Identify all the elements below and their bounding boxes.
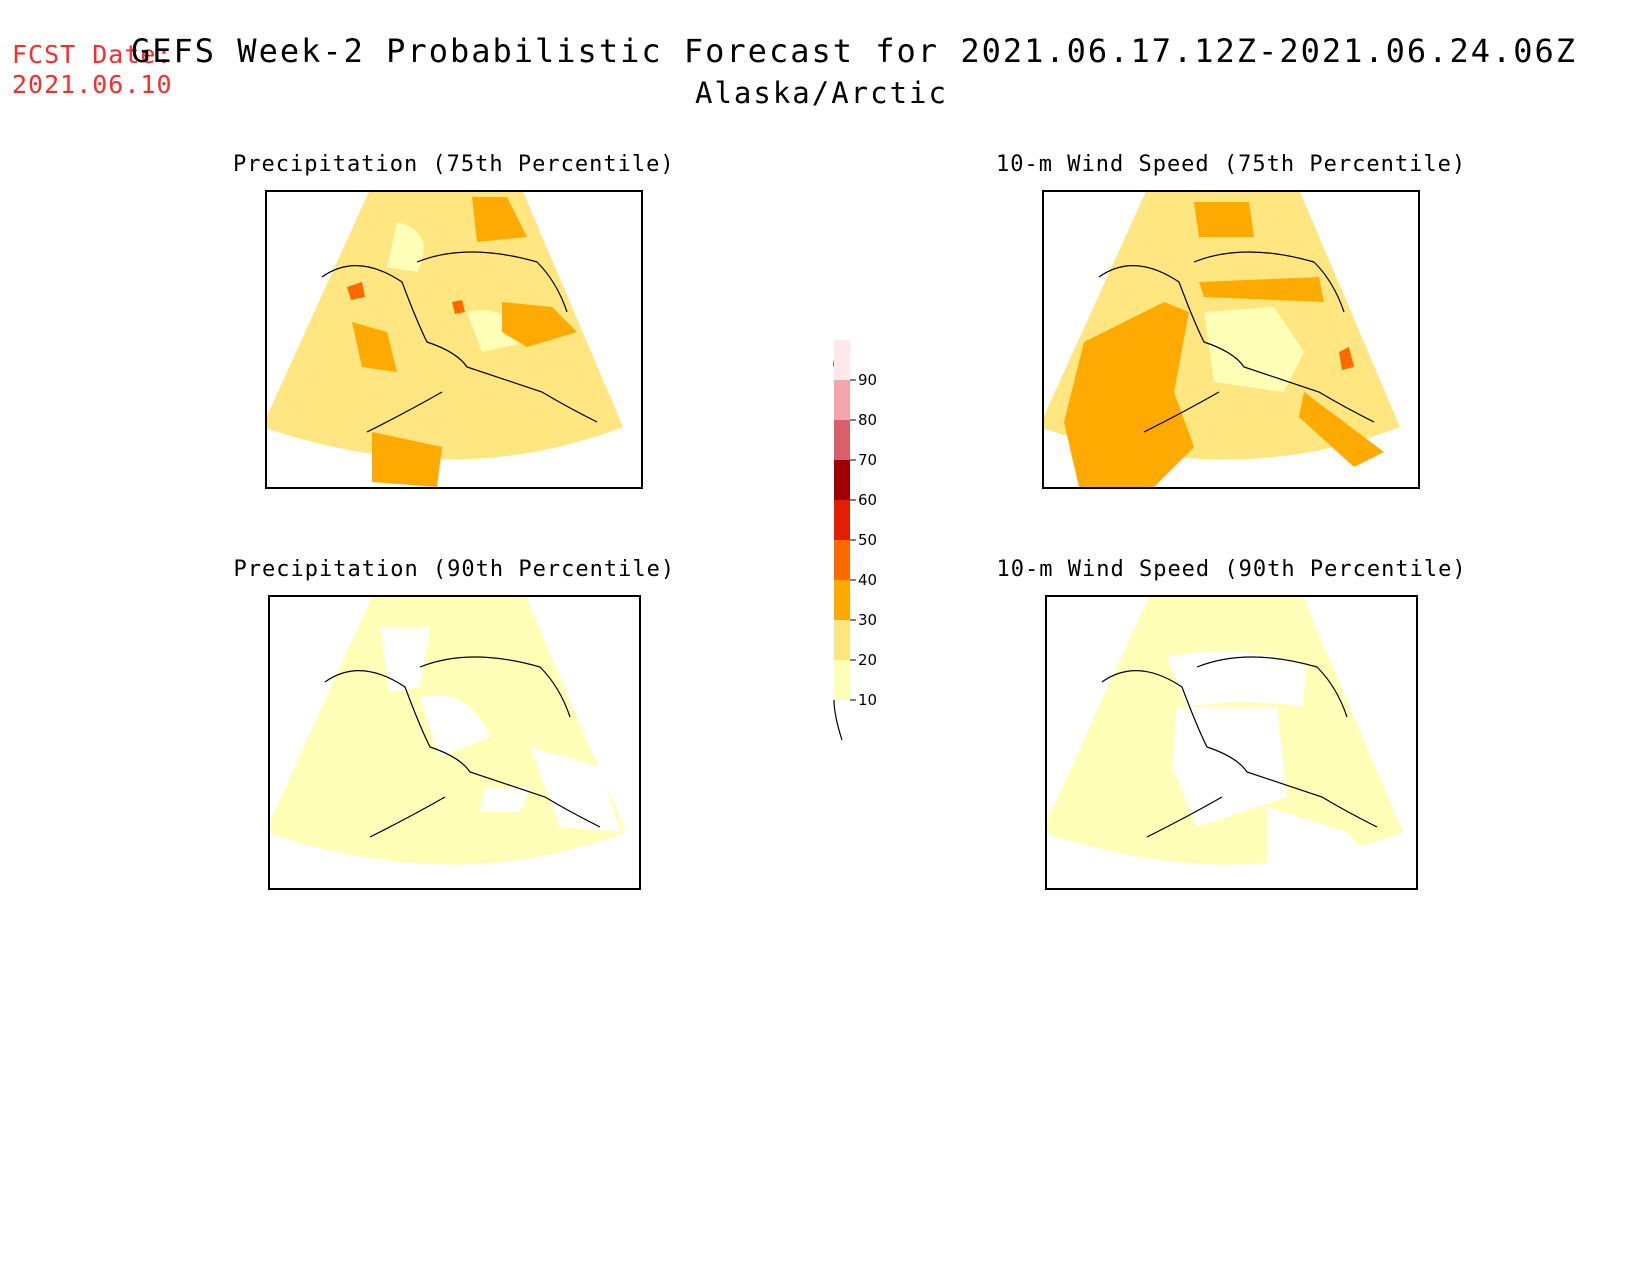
panel-title-wind-90: 10-m Wind Speed (90th Percentile) bbox=[996, 557, 1467, 582]
main-title: GEFS Week-2 Probabilistic Forecast for 2… bbox=[130, 32, 1578, 70]
colorbar-swatch bbox=[834, 460, 850, 500]
colorbar-swatch bbox=[834, 380, 850, 420]
below-threshold-area bbox=[530, 747, 620, 832]
low-prob-area bbox=[1204, 307, 1304, 392]
colorbar-swatch bbox=[834, 620, 850, 660]
region-title: Alaska/Arctic bbox=[695, 76, 948, 110]
forecast-date-label: FCST Date: bbox=[12, 40, 173, 69]
coastline bbox=[369, 796, 446, 838]
colorbar-label: 70 bbox=[858, 451, 878, 469]
peak-prob-area bbox=[452, 300, 465, 314]
forecast-date-value: 2021.06.10 bbox=[12, 70, 173, 99]
colorbar-label: 10 bbox=[858, 691, 878, 709]
forecast-date-block: FCST Date: 2021.06.10 bbox=[12, 40, 173, 100]
map-panel-precip-75 bbox=[265, 190, 643, 489]
below-threshold-area bbox=[1267, 807, 1377, 888]
colorbar-swatch bbox=[834, 420, 850, 460]
colorbar: 10 20 30 40 50 60 70 80 90 bbox=[820, 330, 880, 754]
coastline bbox=[1146, 796, 1223, 838]
map-panel-wind-90 bbox=[1045, 595, 1418, 890]
colorbar-swatch bbox=[834, 540, 850, 580]
colorbar-label: 20 bbox=[858, 651, 878, 669]
below-threshold-area bbox=[480, 787, 530, 812]
low-prob-area bbox=[467, 310, 527, 352]
colorbar-label: 90 bbox=[858, 371, 878, 389]
coastline bbox=[1196, 656, 1348, 718]
colorbar-swatch bbox=[834, 660, 850, 700]
colorbar-label: 50 bbox=[858, 531, 878, 549]
coastline bbox=[366, 391, 443, 433]
colorbar-swatches bbox=[833, 339, 856, 741]
coastline bbox=[1098, 265, 1375, 423]
peak-prob-area bbox=[347, 282, 365, 300]
map-panel-wind-75 bbox=[1042, 190, 1420, 489]
panel-title-precip-75: Precipitation (75th Percentile) bbox=[233, 152, 675, 177]
high-prob-area bbox=[502, 302, 577, 347]
high-prob-area bbox=[1199, 277, 1324, 302]
below-threshold-area bbox=[420, 695, 490, 757]
map-wind-75 bbox=[1044, 192, 1400, 487]
panel-title-wind-75: 10-m Wind Speed (75th Percentile) bbox=[996, 152, 1467, 177]
coastline bbox=[324, 670, 601, 828]
map-precip-75 bbox=[267, 192, 623, 487]
panel-title-precip-90: Precipitation (90th Percentile) bbox=[233, 557, 676, 582]
below-threshold-area bbox=[1172, 707, 1287, 827]
forecast-sector bbox=[267, 192, 623, 460]
colorbar-swatch bbox=[834, 340, 850, 380]
high-prob-area bbox=[1299, 392, 1384, 467]
page-title: GEFS Week-2 Probabilistic Forecast for 2… bbox=[0, 32, 1650, 110]
below-threshold-area bbox=[380, 627, 430, 692]
colorbar-label: 30 bbox=[858, 611, 878, 629]
high-prob-area bbox=[472, 197, 527, 242]
colorbar-swatch bbox=[834, 500, 850, 540]
high-prob-area bbox=[1194, 202, 1254, 237]
coastline bbox=[1193, 251, 1345, 313]
coastline bbox=[419, 656, 571, 718]
coastline bbox=[321, 265, 598, 423]
peak-prob-area bbox=[1339, 347, 1354, 370]
high-prob-area bbox=[372, 432, 442, 487]
colorbar-label: 80 bbox=[858, 411, 878, 429]
colorbar-swatch bbox=[834, 580, 850, 620]
coastline bbox=[1143, 391, 1220, 433]
map-wind-90 bbox=[1047, 597, 1403, 888]
low-prob-area bbox=[387, 222, 424, 272]
colorbar-label: 60 bbox=[858, 491, 878, 509]
map-precip-90 bbox=[270, 597, 626, 865]
high-prob-area bbox=[352, 322, 397, 372]
coastline bbox=[1101, 670, 1378, 828]
high-prob-area bbox=[1064, 302, 1194, 487]
colorbar-bottom-arrow bbox=[833, 699, 843, 741]
colorbar-label: 40 bbox=[858, 571, 878, 589]
map-panel-precip-90 bbox=[268, 595, 641, 890]
coastline bbox=[416, 251, 568, 313]
